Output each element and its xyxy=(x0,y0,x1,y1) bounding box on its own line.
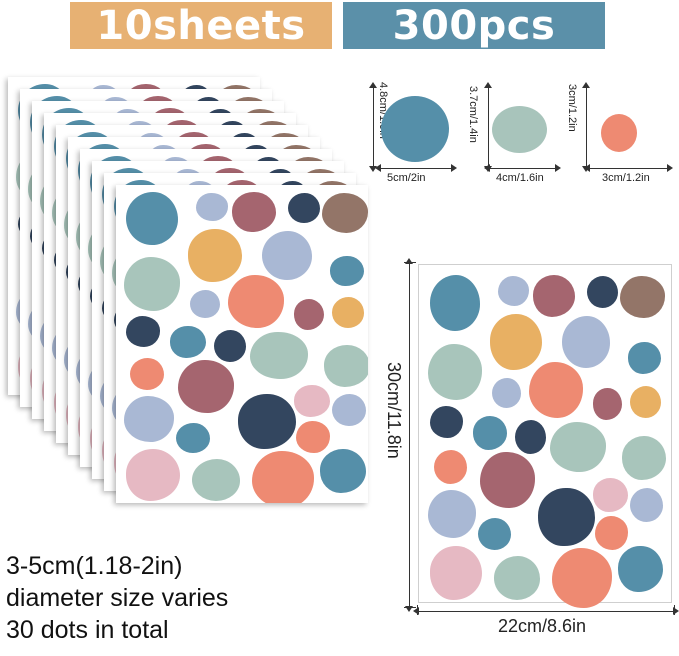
pieces-count-text: 300pcs xyxy=(392,2,556,49)
single-sheet-dot xyxy=(550,422,607,472)
single-sheet-dot xyxy=(427,490,477,538)
single-sheet-dot xyxy=(528,362,584,418)
single-sheet-dot xyxy=(478,518,512,550)
sheet-dot xyxy=(324,344,368,387)
single-sheet-dot xyxy=(627,342,661,374)
sheet-dot xyxy=(196,192,228,222)
size-medium-width-label: 4cm/1.6in xyxy=(496,172,544,184)
single-sheet-dot xyxy=(619,276,665,318)
single-sheet-dot xyxy=(552,548,613,608)
info-diameter-note: diameter size varies xyxy=(6,584,229,612)
single-sheet-dot xyxy=(433,450,467,484)
sheet-dot xyxy=(288,192,320,224)
size-large-width-label: 5cm/2in xyxy=(387,172,426,184)
sheet-dot xyxy=(232,191,276,232)
sheet-dot xyxy=(124,396,174,442)
sheet-dot xyxy=(228,274,284,328)
sheet-dot xyxy=(332,297,364,328)
single-sheet-dot xyxy=(629,386,661,418)
sheet-dot xyxy=(262,230,312,281)
sheet-dot xyxy=(294,384,330,417)
front-sheet xyxy=(116,185,368,503)
single-sheet-dot xyxy=(592,388,622,420)
single-sheet-dot xyxy=(594,516,628,550)
sheet-dot xyxy=(126,316,160,347)
sheet-dot xyxy=(178,360,234,414)
single-sheet-dot xyxy=(497,276,529,306)
sheet-width-label: 22cm/8.6in xyxy=(498,616,587,636)
sheet-dot xyxy=(126,449,180,501)
sheet-dot xyxy=(214,329,246,362)
sheet-dot xyxy=(250,331,308,379)
sheet-dot xyxy=(188,228,242,283)
single-sheet-dot xyxy=(538,488,595,546)
sheet-height-label: 30cm/11.8in xyxy=(384,362,404,459)
size-large-dot xyxy=(381,96,449,162)
single-sheet-dot xyxy=(515,420,547,454)
single-sheet-dot xyxy=(427,344,483,400)
size-medium-dot xyxy=(492,106,547,153)
single-sheet-dot xyxy=(429,275,481,331)
sheet-dot xyxy=(320,449,366,493)
single-sheet-dot xyxy=(489,314,543,370)
single-sheet-dot xyxy=(618,546,663,592)
single-sheet-dot xyxy=(629,488,663,522)
single-sheet-dot xyxy=(493,556,541,600)
sheet-dot xyxy=(124,257,180,311)
sheet-dot xyxy=(296,420,330,454)
size-medium-height-label: 3.7cm/1.4in xyxy=(467,86,479,143)
size-small-dot xyxy=(601,114,637,152)
single-sheet-dot xyxy=(429,406,463,438)
single-sheet-dot xyxy=(592,478,628,512)
sheet-dot xyxy=(176,422,210,454)
sheet-dot xyxy=(130,358,164,391)
single-sheet-dot xyxy=(621,436,667,480)
info-dot-count: 30 dots in total xyxy=(6,616,169,644)
single-sheet xyxy=(418,264,672,608)
sheets-count-banner: 10sheets xyxy=(70,2,332,49)
single-sheet-dot xyxy=(480,452,535,508)
single-sheet-dot xyxy=(491,378,521,408)
sheets-count-text: 10sheets xyxy=(96,2,306,49)
sheet-dot xyxy=(330,255,364,286)
sheet-dot xyxy=(252,451,314,503)
sheet-dot xyxy=(294,299,324,330)
single-sheet-dot xyxy=(532,275,576,317)
info-size-range: 3-5cm(1.18-2in) xyxy=(6,552,183,580)
sheet-dot xyxy=(192,458,240,501)
sheet-dot xyxy=(126,191,178,246)
size-small-width-label: 3cm/1.2in xyxy=(602,172,650,184)
sheet-dot xyxy=(190,289,220,319)
sheet-dot xyxy=(322,192,368,233)
single-sheet-dot xyxy=(561,316,611,368)
single-sheet-dot xyxy=(586,276,618,308)
single-sheet-dot xyxy=(429,546,483,600)
sheet-dot xyxy=(170,325,206,359)
sheet-dot xyxy=(332,394,366,427)
size-small-height-label: 3cm/1.2in xyxy=(566,84,578,132)
sheet-dot xyxy=(238,394,296,450)
single-sheet-dot xyxy=(472,416,508,450)
pieces-count-banner: 300pcs xyxy=(343,2,605,49)
